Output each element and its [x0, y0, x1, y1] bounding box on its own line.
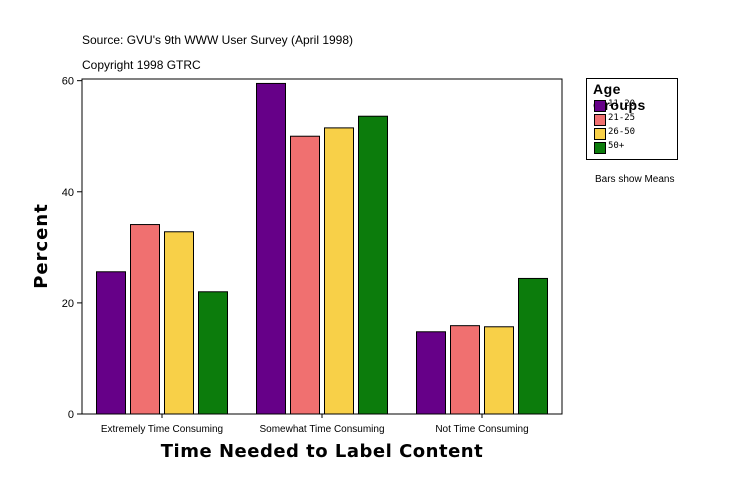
- bar: [358, 115, 388, 415]
- bar: [96, 271, 126, 415]
- bar: [324, 127, 354, 415]
- bar: [130, 224, 160, 415]
- bar: [450, 325, 480, 415]
- legend-swatch: [594, 128, 606, 140]
- legend-label: 50+: [608, 141, 625, 151]
- y-tick-label: 40: [62, 187, 74, 199]
- bar: [290, 135, 320, 415]
- x-tick-label: Somewhat Time Consuming: [259, 424, 384, 435]
- y-axis: 0 20 40 60: [62, 76, 82, 421]
- plot-area: [81, 78, 563, 415]
- x-axis-label: Time Needed to Label Content: [161, 441, 483, 462]
- legend-swatch: [594, 114, 606, 126]
- x-tick-label: Not Time Consuming: [435, 424, 528, 435]
- bar: [484, 326, 514, 415]
- legend-label: 26-50: [608, 127, 636, 137]
- legend-title: Age Groups: [593, 81, 646, 113]
- legend-label: 21-25: [608, 113, 636, 123]
- y-tick-label: 60: [62, 76, 74, 88]
- bar: [164, 231, 194, 415]
- source-line: Source: GVU's 9th WWW User Survey (April…: [82, 33, 354, 47]
- legend-swatch: [594, 142, 606, 154]
- y-axis-label: Percent: [31, 203, 52, 289]
- bar: [198, 291, 228, 415]
- bar: [518, 277, 548, 415]
- x-tick-label: Extremely Time Consuming: [101, 424, 223, 435]
- bar: [416, 331, 446, 415]
- legend-swatch: [594, 100, 606, 112]
- bar: [256, 82, 286, 415]
- means-note: Bars show Means: [595, 174, 675, 185]
- copyright-line: Copyright 1998 GTRC: [82, 58, 201, 72]
- y-tick-label: 20: [62, 298, 74, 310]
- bars: [96, 82, 548, 415]
- legend: Age Groups 11-20 21-25 26-50 50+: [586, 78, 678, 160]
- y-tick-label: 0: [68, 409, 74, 421]
- legend-label: 11-20: [608, 99, 636, 109]
- x-axis: Extremely Time Consuming Somewhat Time Co…: [101, 414, 529, 435]
